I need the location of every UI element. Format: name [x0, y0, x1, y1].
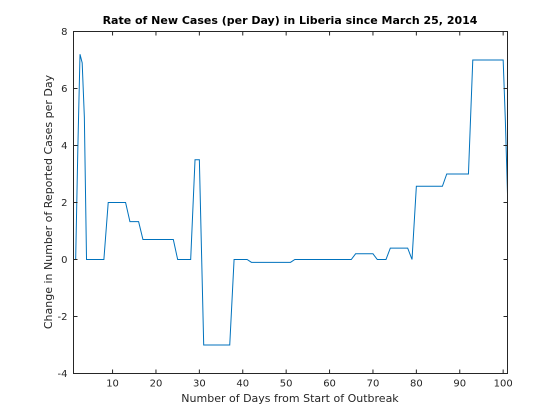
x-tick-label: 30 — [193, 379, 206, 390]
y-tick-label: 8 — [61, 27, 67, 38]
chart-title: Rate of New Cases (per Day) in Liberia s… — [103, 14, 478, 27]
x-tick-label: 50 — [280, 379, 293, 390]
y-tick-label: 6 — [61, 84, 67, 95]
y-tick-label: 4 — [61, 141, 67, 152]
x-tick-label: 80 — [410, 379, 423, 390]
y-tick-label: -4 — [58, 369, 68, 380]
y-tick-label: -2 — [58, 312, 68, 323]
y-tick-label: 0 — [61, 255, 67, 266]
series-layer — [73, 54, 508, 346]
y-axis-label: Change in Number of Reported Cases per D… — [42, 74, 55, 329]
y-axis-ticks: -4 -2 0 2 4 6 8 — [58, 27, 508, 380]
x-axis-ticks: 10 20 30 40 50 60 70 80 90 100 — [106, 31, 513, 390]
series-line — [73, 54, 508, 346]
plot-area — [73, 31, 507, 373]
x-tick-label: 40 — [236, 379, 249, 390]
y-tick-label: 2 — [61, 198, 67, 209]
x-axis-label: Number of Days from Start of Outbreak — [181, 392, 399, 405]
x-tick-label: 70 — [367, 379, 380, 390]
x-tick-label: 10 — [106, 379, 119, 390]
x-tick-label: 100 — [494, 379, 513, 390]
x-tick-label: 90 — [453, 379, 466, 390]
x-tick-label: 20 — [150, 379, 163, 390]
x-tick-label: 60 — [323, 379, 336, 390]
